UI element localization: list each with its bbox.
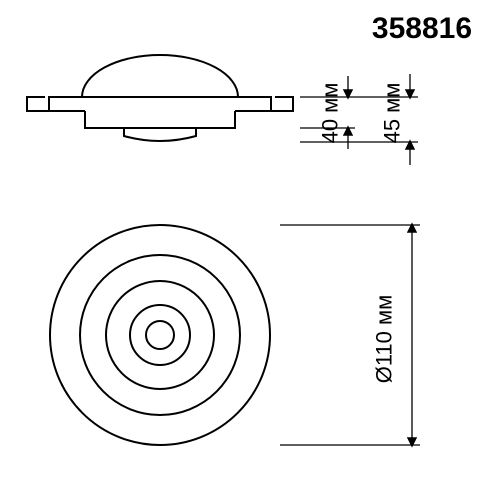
diameter-dimline bbox=[280, 225, 420, 445]
flange-top bbox=[27, 97, 293, 111]
ring-4 bbox=[130, 305, 190, 365]
side-dimlines bbox=[300, 74, 418, 165]
lens bbox=[124, 128, 196, 141]
bottom-view bbox=[50, 225, 270, 445]
ring-3 bbox=[106, 281, 214, 389]
diagram-canvas: 358816 40 мм 45 мм Ø110 мм bbox=[0, 0, 500, 500]
ring-2 bbox=[80, 255, 240, 415]
ring-outer bbox=[50, 225, 270, 445]
ring-center bbox=[146, 321, 174, 349]
side-view bbox=[27, 55, 293, 141]
diagram-svg bbox=[0, 0, 500, 500]
dome bbox=[82, 55, 238, 97]
body bbox=[85, 111, 235, 128]
